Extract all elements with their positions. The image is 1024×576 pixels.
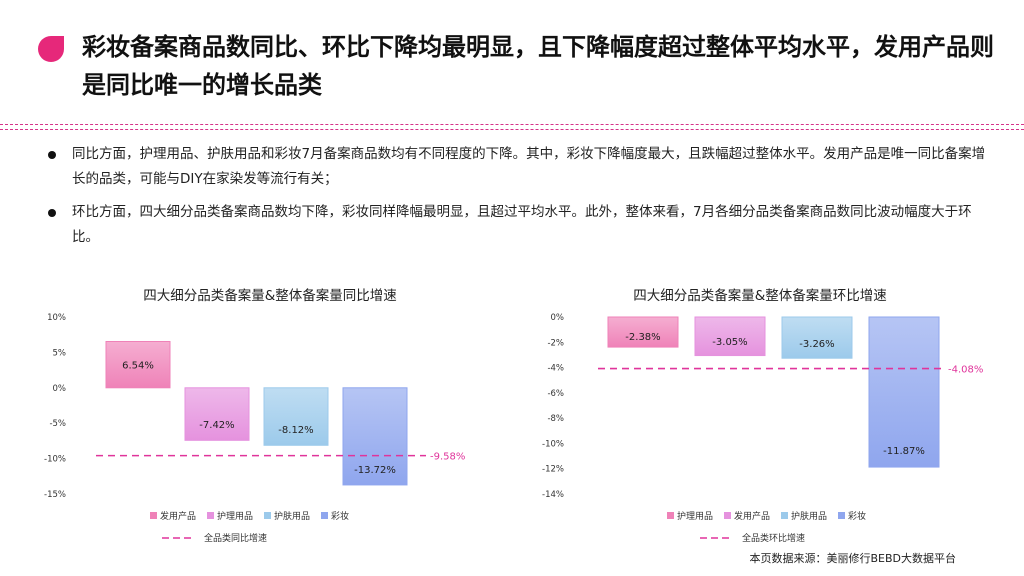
bar-data-label: -3.05% [712, 337, 747, 348]
y-tick-label: -8% [547, 414, 564, 424]
reference-line-label: -4.08% [948, 365, 983, 376]
legend-swatch [838, 512, 845, 519]
y-tick-label: -14% [542, 490, 564, 500]
bar-data-label: -13.72% [354, 465, 396, 476]
page-title: 彩妆备案商品数同比、环比下降均最明显，且下降幅度超过整体平均水平，发用产品则是同… [82, 33, 994, 99]
bar-1 [607, 316, 679, 348]
data-source-note: 本页数据来源：美丽修行BEBD大数据平台 [749, 552, 956, 565]
legend-label: 护肤用品 [274, 510, 310, 522]
legend-label: 发用产品 [160, 510, 196, 522]
yoy-growth-chart: 10% 5% 0% -5% -10% -15% 6.54% -7.42% -8.12% -13.7… [44, 313, 465, 544]
y-tick-label: -2% [547, 338, 564, 348]
title-divider-top [0, 124, 1024, 125]
bullet-dot [48, 151, 56, 159]
bar-3 [781, 316, 853, 359]
y-tick-label: -5% [49, 419, 66, 429]
y-tick-label: -12% [542, 465, 564, 475]
legend-label: 护肤用品 [791, 510, 827, 522]
legend-swatch [724, 512, 731, 519]
legend-reference-label: 全品类环比增速 [742, 532, 805, 544]
bar-1 [105, 340, 171, 389]
legend-swatch [207, 512, 214, 519]
bullet-item-yoy: 同比方面，护理用品、护肤用品和彩妆7月备案商品数均有不同程度的下降。其中，彩妆下… [44, 142, 994, 192]
bar-data-label: -8.12% [278, 425, 313, 436]
y-tick-label: 0% [53, 384, 67, 394]
bullet-item-mom: 环比方面，四大细分品类备案商品数均下降，彩妆同样降幅最明显，且超过平均水平。此外… [44, 200, 994, 250]
bar-2 [694, 316, 766, 357]
legend-label: 彩妆 [848, 510, 866, 522]
bar-4 [342, 387, 408, 486]
title-divider-bottom [0, 129, 1024, 130]
legend-swatch [667, 512, 674, 519]
y-tick-label: 5% [53, 348, 67, 358]
legend-swatch [264, 512, 271, 519]
bar-data-label: -7.42% [199, 420, 234, 431]
legend-label: 护理用品 [217, 510, 253, 522]
y-tick-label: -4% [547, 364, 564, 374]
y-tick-label: 0% [551, 313, 565, 323]
bullet-text: 同比方面，护理用品、护肤用品和彩妆7月备案商品数均有不同程度的下降。其中，彩妆下… [72, 146, 986, 187]
legend-swatch [321, 512, 328, 519]
bar-2 [184, 387, 250, 441]
y-tick-label: -10% [44, 455, 66, 465]
chart-title-yoy: 四大细分品类备案量&整体备案量同比增速 [143, 288, 397, 304]
bar-4 [868, 316, 940, 468]
title-accent-icon [38, 36, 64, 62]
y-tick-label: 10% [47, 313, 66, 323]
legend-label: 护理用品 [677, 510, 713, 522]
chart-title-mom: 四大细分品类备案量&整体备案量环比增速 [633, 288, 887, 304]
mom-growth-chart: 0% -2% -4% -6% -8% -10% -12% -14% -2.38% -3.05% -3… [542, 313, 983, 544]
y-tick-label: -15% [44, 490, 66, 500]
bullet-dot [48, 209, 56, 217]
legend-swatch [150, 512, 157, 519]
y-tick-label: -10% [542, 439, 564, 449]
bar-data-label: 6.54% [122, 361, 154, 372]
bar-data-label: -3.26% [799, 339, 834, 350]
reference-line-label: -9.58% [430, 452, 465, 463]
legend-swatch [781, 512, 788, 519]
bar-data-label: -2.38% [625, 332, 660, 343]
bullet-list: 同比方面，护理用品、护肤用品和彩妆7月备案商品数均有不同程度的下降。其中，彩妆下… [44, 142, 994, 258]
bullet-text: 环比方面，四大细分品类备案商品数均下降，彩妆同样降幅最明显，且超过平均水平。此外… [72, 204, 972, 245]
legend-reference-label: 全品类同比增速 [204, 532, 267, 544]
bar-data-label: -11.87% [883, 446, 925, 457]
legend-label: 彩妆 [331, 510, 349, 522]
legend-label: 发用产品 [734, 510, 770, 522]
bar-3 [263, 387, 329, 446]
y-tick-label: -6% [547, 389, 564, 399]
